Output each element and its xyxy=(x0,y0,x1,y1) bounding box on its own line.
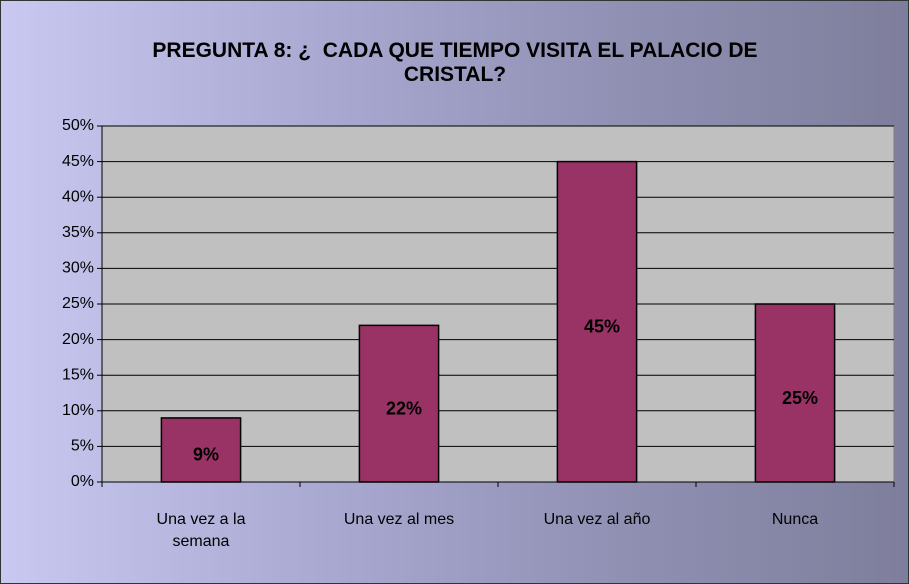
y-tick-label: 40% xyxy=(62,188,94,205)
y-tick-label: 35% xyxy=(62,224,94,241)
y-tick-label: 50% xyxy=(62,117,94,134)
data-label: 9% xyxy=(193,445,219,465)
y-tick-label: 15% xyxy=(62,366,94,383)
y-tick-label: 20% xyxy=(62,331,94,348)
y-tick-label: 10% xyxy=(62,402,94,419)
x-tick-label: Una vez al año xyxy=(543,511,651,528)
y-tick-label: 0% xyxy=(71,473,94,490)
bar xyxy=(754,303,836,483)
data-label: 25% xyxy=(782,388,818,408)
y-tick-label: 25% xyxy=(62,295,94,312)
y-tick-label: 5% xyxy=(71,438,94,455)
x-tick-label: Una vez a la semana xyxy=(156,511,246,550)
chart-title: PREGUNTA 8: ¿ CADA QUE TIEMPO VISITA EL … xyxy=(152,39,764,86)
bar xyxy=(358,324,440,483)
y-tick-label: 30% xyxy=(62,260,94,277)
data-label: 22% xyxy=(386,398,422,418)
x-tick-label: Una vez al mes xyxy=(343,511,455,528)
bar xyxy=(160,417,242,483)
data-label: 45% xyxy=(584,317,620,337)
x-tick-label: Nunca xyxy=(771,511,819,528)
y-tick-label: 45% xyxy=(62,153,94,170)
bar xyxy=(556,160,638,483)
